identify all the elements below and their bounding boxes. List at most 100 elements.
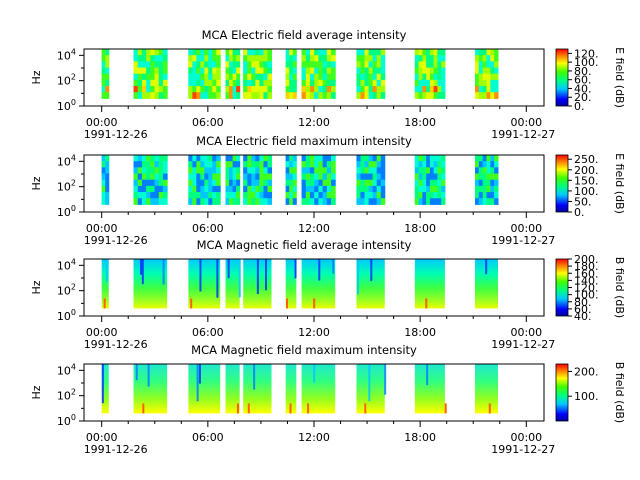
spectrogram-cell — [331, 92, 336, 99]
spectrogram-cell — [101, 155, 106, 162]
spectrogram-cell — [133, 155, 139, 162]
spectrogram-cell — [360, 198, 366, 205]
spectrogram-streak — [162, 259, 165, 285]
chart-panel-3: MCA Magnetic field average intensity Hz 10… — [30, 238, 626, 351]
spectrogram-cell — [247, 167, 252, 175]
y-tick-exponent: 2 — [71, 388, 76, 397]
spectrogram-cell — [204, 92, 209, 99]
spectrogram-cell — [154, 198, 160, 205]
spectrogram-cell — [426, 173, 431, 181]
spectrogram-cell — [196, 73, 201, 81]
spectrogram-cell — [310, 73, 315, 81]
spectrogram-cell — [212, 167, 217, 175]
spectrogram-cell — [263, 86, 268, 93]
spectrogram-cell — [292, 67, 297, 75]
spectrogram-cell — [478, 198, 484, 205]
spectrogram-cell — [437, 55, 442, 62]
spectrogram-cell — [232, 73, 237, 81]
spectrogram-cell — [229, 198, 234, 205]
spectrogram-cell — [356, 198, 362, 205]
spectrogram-cell — [305, 49, 311, 56]
spectrogram-cell — [318, 192, 324, 199]
spectrogram-cell — [368, 79, 374, 87]
spectrogram-streak — [444, 403, 447, 414]
spectrogram-cell — [105, 185, 110, 193]
colorbar-tick-label: 0. — [574, 100, 585, 113]
spectrogram-cell — [141, 185, 147, 193]
spectrogram-cell — [204, 185, 209, 193]
spectrogram-cell — [247, 161, 252, 168]
spectrogram-cell — [196, 86, 201, 93]
spectrogram-block — [133, 259, 168, 309]
spectrogram-cell — [285, 185, 290, 193]
spectrogram-cell — [494, 92, 499, 99]
spectrogram-cell — [243, 67, 248, 75]
spectrogram-cell — [486, 86, 491, 93]
spectrogram-cell — [154, 173, 160, 181]
spectrogram-cell — [150, 73, 156, 81]
data-block — [285, 155, 297, 205]
data-block — [101, 155, 110, 205]
data-block — [133, 259, 168, 309]
spectrogram-cell — [101, 185, 106, 193]
spectrogram-streak — [101, 364, 104, 404]
spectrogram-cell — [372, 79, 378, 87]
spectrogram-cell — [305, 79, 311, 87]
spectrogram-cell — [482, 67, 487, 75]
spectrogram-cell — [322, 67, 328, 75]
spectrogram-cell — [263, 49, 268, 56]
spectrogram-cell — [236, 155, 241, 162]
spectrogram-cell — [192, 179, 197, 187]
spectrogram-cell — [196, 167, 201, 175]
spectrogram-cell — [326, 73, 332, 81]
spectrogram-streak — [238, 259, 241, 298]
spectrogram-cell — [437, 155, 442, 162]
spectrogram-cell — [494, 185, 499, 193]
y-tick-label: 102 — [57, 179, 76, 194]
spectrogram-cell — [236, 79, 241, 87]
spectrogram-cell — [232, 161, 237, 168]
spectrogram-cell — [216, 167, 221, 175]
spectrogram-cell — [426, 167, 431, 175]
spectrogram-cell — [326, 173, 332, 181]
spectrogram-cell — [426, 73, 431, 81]
spectrogram-cell — [310, 61, 315, 69]
spectrogram-cell — [188, 185, 193, 193]
spectrogram-cell — [356, 49, 362, 56]
spectrogram-cell — [437, 61, 442, 69]
spectrogram-cell — [229, 173, 234, 181]
spectrogram-cell — [259, 167, 264, 175]
spectrogram-cell — [255, 161, 260, 168]
spectrogram-cell — [441, 92, 446, 99]
spectrogram-streak — [236, 403, 239, 414]
spectrogram-cell — [368, 73, 374, 81]
spectrogram-cell — [188, 173, 193, 181]
spectrogram-cell — [475, 192, 480, 199]
spectrogram-cell — [318, 173, 324, 181]
spectrogram-cell — [414, 67, 420, 75]
spectrogram-cell — [376, 55, 382, 62]
spectrogram-cell — [372, 49, 378, 56]
spectrogram-cell — [368, 167, 374, 175]
spectrogram-cell — [204, 167, 209, 175]
spectrogram-cell — [105, 86, 110, 93]
spectrogram-cell — [380, 198, 386, 205]
spectrogram-cell — [364, 173, 370, 181]
spectrogram-cell — [422, 185, 427, 193]
spectrogram-cell — [200, 185, 205, 193]
spectrogram-cell — [232, 49, 237, 56]
spectrogram-block — [188, 364, 221, 414]
y-tick-label: 102 — [57, 73, 76, 88]
spectrogram-cell — [305, 67, 311, 75]
spectrogram-cell — [247, 92, 252, 99]
spectrogram-cell — [289, 198, 294, 205]
data-block — [133, 49, 168, 99]
spectrogram-cell — [212, 49, 217, 56]
spectrogram-cell — [322, 167, 328, 175]
spectrogram-cell — [441, 86, 446, 93]
spectrogram-streak — [384, 364, 387, 395]
spectrogram-cell — [418, 55, 423, 62]
spectrogram-cell — [441, 198, 446, 205]
spectrogram-cell — [200, 198, 205, 205]
spectrogram-cell — [259, 73, 264, 81]
